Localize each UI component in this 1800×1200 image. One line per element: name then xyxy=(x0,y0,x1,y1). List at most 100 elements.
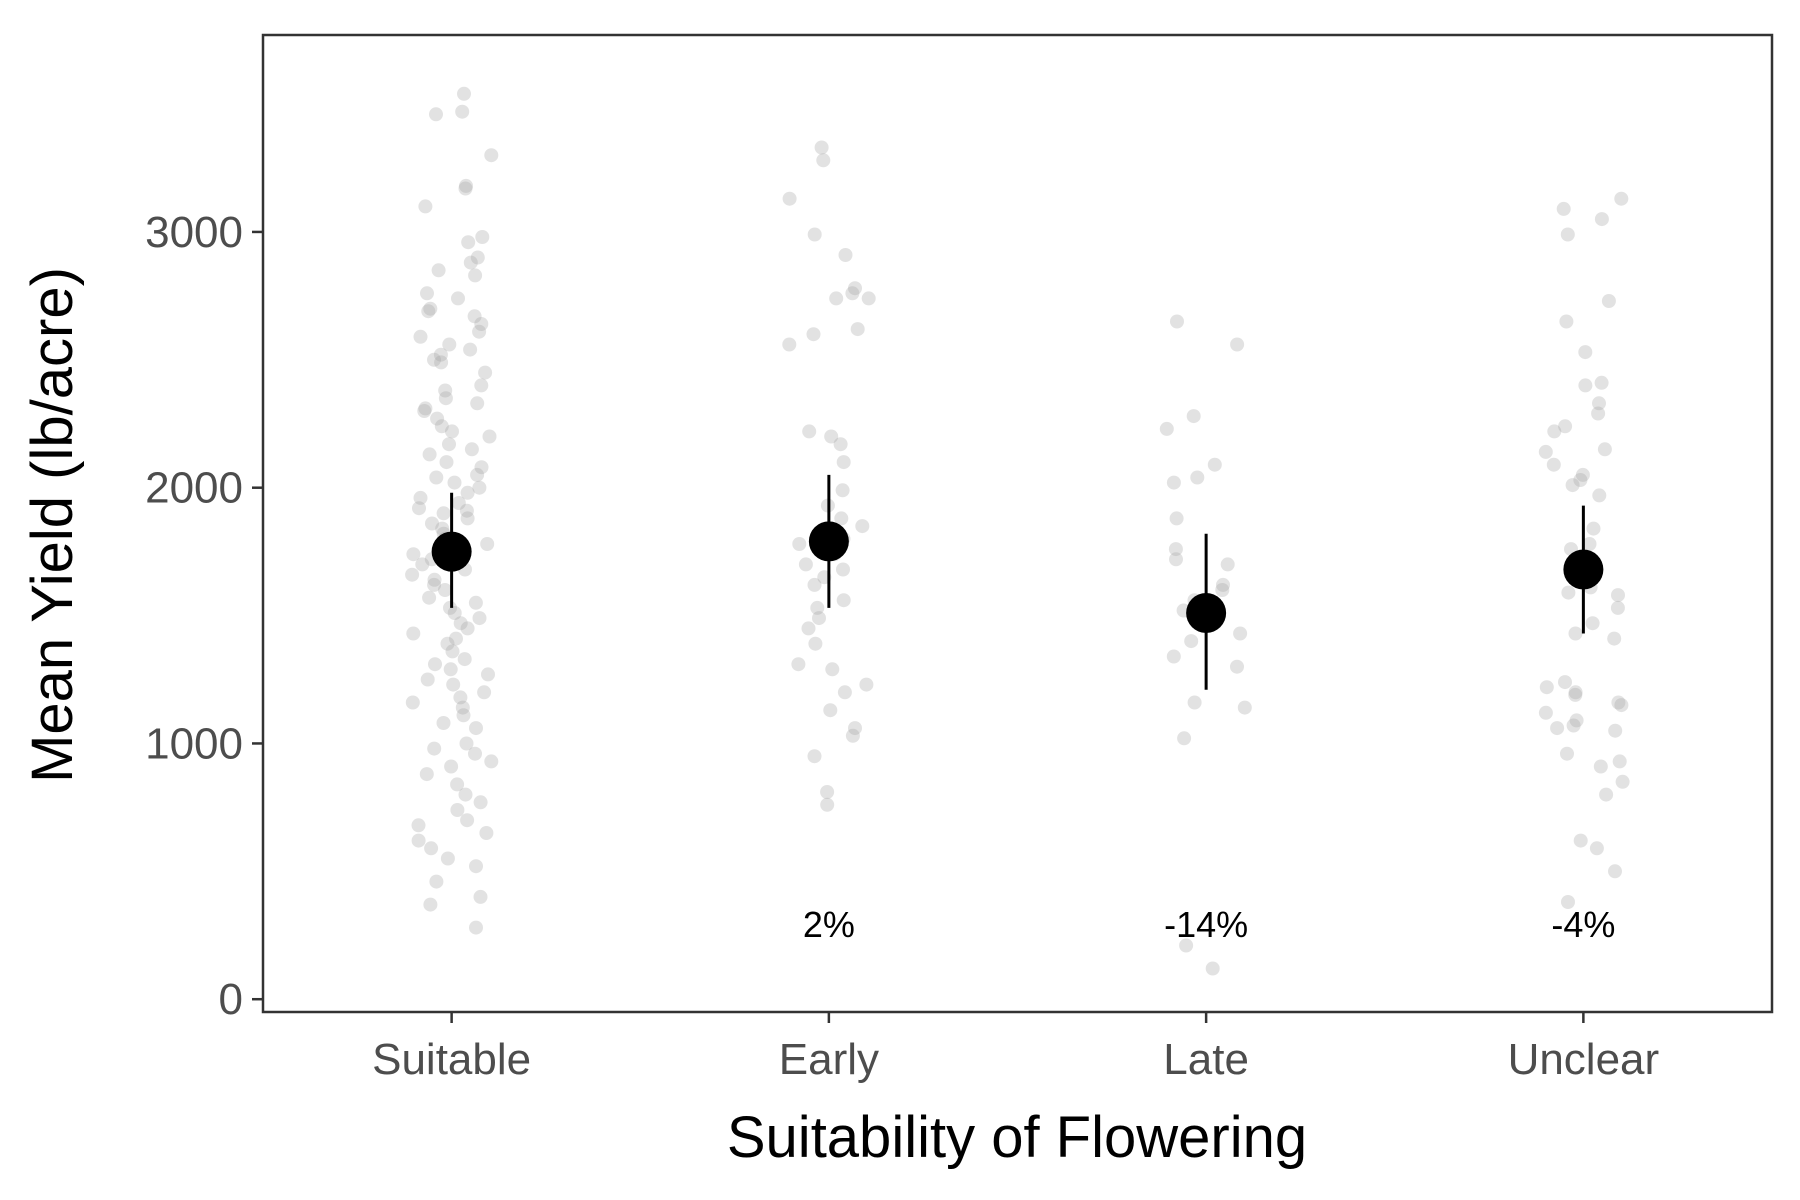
data-point-unclear xyxy=(1594,375,1609,390)
data-point-early xyxy=(816,153,831,168)
data-point-suitable xyxy=(455,700,470,715)
data-point-early xyxy=(792,537,807,551)
data-point-suitable xyxy=(463,342,478,357)
data-point-suitable xyxy=(470,396,485,411)
data-point-suitable xyxy=(421,304,436,319)
data-point-unclear xyxy=(1558,419,1573,434)
data-point-suitable xyxy=(469,920,483,935)
data-point-unclear xyxy=(1607,631,1622,646)
data-point-suitable xyxy=(405,567,420,582)
data-point-suitable xyxy=(484,148,499,163)
data-point-unclear xyxy=(1538,705,1553,720)
data-point-late xyxy=(1168,542,1183,557)
data-point-unclear xyxy=(1610,600,1625,615)
data-point-early xyxy=(836,455,851,470)
data-point-unclear xyxy=(1550,721,1565,736)
data-point-suitable xyxy=(447,475,462,490)
data-point-unclear xyxy=(1538,444,1553,459)
y-tick-label: 3000 xyxy=(145,208,243,257)
data-point-suitable xyxy=(440,636,455,651)
mean-point-late xyxy=(1186,593,1227,634)
data-point-unclear xyxy=(1578,345,1593,360)
data-point-unclear xyxy=(1575,467,1590,482)
data-point-suitable xyxy=(460,621,475,636)
data-point-unclear xyxy=(1539,680,1554,695)
data-point-unclear xyxy=(1568,687,1583,702)
data-point-early xyxy=(807,577,822,592)
data-point-unclear xyxy=(1592,396,1606,411)
data-point-early xyxy=(798,557,813,572)
data-point-suitable xyxy=(434,355,449,370)
data-point-suitable xyxy=(472,480,487,495)
data-point-unclear xyxy=(1547,424,1562,439)
data-point-suitable xyxy=(474,317,489,331)
data-point-late xyxy=(1159,421,1174,436)
data-point-suitable xyxy=(429,470,444,485)
data-point-early xyxy=(801,621,816,636)
data-point-suitable xyxy=(423,897,438,912)
data-point-suitable xyxy=(444,759,459,774)
data-point-unclear xyxy=(1611,695,1626,710)
data-point-early xyxy=(823,703,838,718)
y-axis-title: Mean Yield (lb/acre) xyxy=(20,267,85,783)
data-point-late xyxy=(1169,552,1183,567)
data-point-early xyxy=(812,611,826,626)
data-point-suitable xyxy=(451,496,466,510)
data-point-suitable xyxy=(453,616,468,631)
data-point-suitable xyxy=(422,590,437,605)
data-point-late xyxy=(1170,314,1184,329)
y-tick-label: 0 xyxy=(219,975,243,1024)
data-point-suitable xyxy=(445,644,460,659)
data-point-suitable xyxy=(436,506,451,521)
data-point-unclear xyxy=(1599,787,1614,802)
data-point-unclear xyxy=(1597,442,1612,457)
data-point-early xyxy=(810,600,825,615)
data-point-suitable xyxy=(447,606,462,620)
data-point-unclear xyxy=(1573,473,1588,487)
data-point-suitable xyxy=(469,721,483,736)
data-point-suitable xyxy=(419,767,434,782)
data-point-suitable xyxy=(451,291,465,306)
data-point-unclear xyxy=(1565,478,1580,493)
data-point-suitable xyxy=(456,708,471,723)
data-point-early xyxy=(802,424,817,439)
data-point-unclear xyxy=(1608,864,1622,879)
data-point-late xyxy=(1169,511,1184,526)
data-point-suitable xyxy=(474,378,489,393)
data-point-suitable xyxy=(412,501,426,516)
data-point-suitable xyxy=(450,777,465,792)
data-point-unclear xyxy=(1585,616,1600,631)
data-point-unclear xyxy=(1608,723,1623,738)
data-point-suitable xyxy=(427,741,442,756)
x-tick-label-unclear: Unclear xyxy=(1508,1035,1660,1084)
data-point-suitable xyxy=(436,716,451,730)
data-point-suitable xyxy=(429,107,443,122)
data-point-suitable xyxy=(478,365,493,380)
data-point-early xyxy=(825,662,840,677)
data-point-early xyxy=(861,291,876,306)
data-point-late xyxy=(1186,409,1201,424)
data-point-suitable xyxy=(481,667,495,682)
data-point-suitable xyxy=(420,286,434,301)
data-point-suitable xyxy=(472,324,487,339)
data-point-suitable xyxy=(440,851,455,866)
data-point-unclear xyxy=(1582,537,1597,551)
data-point-suitable xyxy=(434,419,449,434)
data-point-suitable xyxy=(458,787,473,802)
data-point-early xyxy=(807,227,822,242)
data-point-unclear xyxy=(1615,774,1630,789)
data-point-suitable xyxy=(460,485,475,500)
mean-point-suitable xyxy=(431,531,472,572)
data-point-suitable xyxy=(406,626,421,641)
data-point-suitable xyxy=(460,511,475,526)
data-point-suitable xyxy=(468,595,483,610)
data-point-suitable xyxy=(411,818,426,833)
data-point-suitable xyxy=(469,859,483,874)
data-point-suitable xyxy=(457,652,472,667)
data-point-early xyxy=(791,657,806,672)
data-point-early xyxy=(807,749,822,764)
x-axis: Suitable Early Late Unclear xyxy=(372,1012,1659,1084)
data-point-unclear xyxy=(1593,759,1608,774)
data-point-late xyxy=(1166,649,1181,664)
